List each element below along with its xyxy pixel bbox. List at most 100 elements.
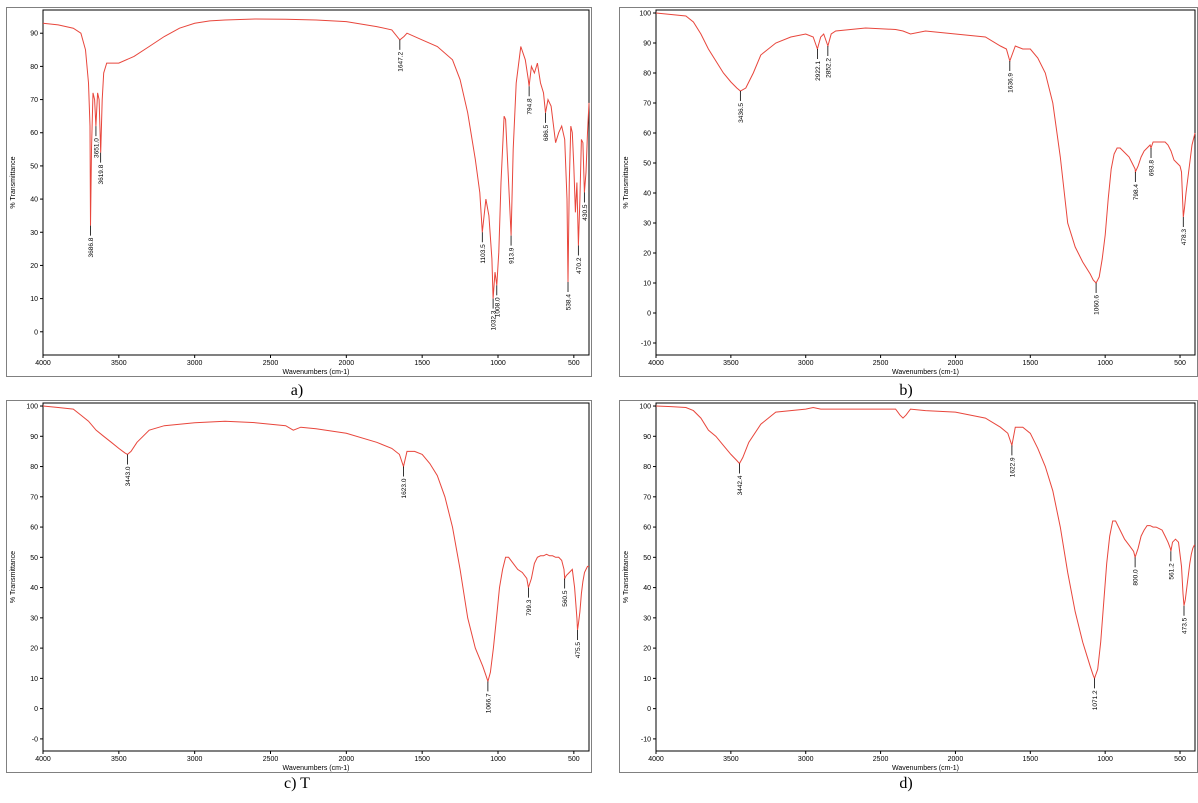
caption-b: b) <box>899 382 913 399</box>
y-tick-label: 100 <box>639 404 651 411</box>
plot-area <box>42 9 590 356</box>
x-tick-label: 2500 <box>873 360 889 367</box>
caption-a: a) <box>290 382 304 399</box>
peak-label: 2852.2 <box>825 58 832 78</box>
x-tick-label: 500 <box>568 360 580 367</box>
y-tick-label: 50 <box>30 163 38 170</box>
x-tick-label: 1000 <box>490 756 506 763</box>
peak-label: 430.5 <box>582 204 589 221</box>
y-tick-label: -10 <box>641 736 651 743</box>
y-tick-label: 20 <box>643 646 651 653</box>
x-tick-label: 1000 <box>1097 756 1113 763</box>
y-tick-label: 60 <box>643 525 651 532</box>
x-tick-label: 2500 <box>263 756 279 763</box>
peak-label: 3651.0 <box>93 138 100 158</box>
x-tick-label: 1500 <box>1023 756 1039 763</box>
y-tick-label: 40 <box>643 585 651 592</box>
peak-label: 1071.2 <box>1092 690 1099 710</box>
y-tick-label: 70 <box>643 101 651 108</box>
plot-area <box>655 402 1196 752</box>
y-tick-label: 70 <box>30 494 38 501</box>
peak-label: 561.2 <box>1168 563 1175 580</box>
x-tick-label: 1500 <box>414 360 430 367</box>
peak-label: 1636.9 <box>1007 73 1014 93</box>
panel-a: 4000 3500 3000 2500 2000 1500 1000 500 0 10 20 30 40… <box>6 7 592 377</box>
y-tick-label: 0 <box>34 329 38 336</box>
x-tick-label: 1000 <box>490 360 506 367</box>
x-tick-label: 3000 <box>187 756 203 763</box>
peak-label: 1623.0 <box>401 478 408 498</box>
x-tick-label: 4000 <box>35 756 51 763</box>
y-axis-label: % Transmittance <box>623 551 630 603</box>
y-tick-label: 10 <box>643 676 651 683</box>
peak-label: 799.3 <box>526 599 533 616</box>
y-tick-label: 0 <box>647 706 651 713</box>
y-tick-label: 60 <box>30 525 38 532</box>
plot-area <box>655 9 1196 356</box>
spectrum-line <box>655 12 1196 284</box>
y-tick-label: 40 <box>30 197 38 204</box>
peak-label: 794.8 <box>527 98 534 115</box>
y-axis-label: % Transmittance <box>10 156 17 208</box>
y-tick-label: 40 <box>643 191 651 198</box>
x-tick-label: 4000 <box>648 360 664 367</box>
peak-label: 1103.5 <box>480 244 487 264</box>
peak-label: 693.8 <box>1149 160 1156 177</box>
x-axis-label: Wavenumbers (cm-1) <box>282 369 349 376</box>
x-tick-label: 500 <box>1174 756 1186 763</box>
x-tick-label: 1000 <box>1097 360 1113 367</box>
y-tick-label: -10 <box>641 341 651 348</box>
y-tick-label: 10 <box>30 676 38 683</box>
x-tick-label: 1500 <box>414 756 430 763</box>
spectrum-line <box>42 18 590 299</box>
y-tick-label: 80 <box>643 464 651 471</box>
x-tick-label: 3500 <box>723 756 739 763</box>
peak-label: 3686.8 <box>88 237 95 257</box>
peak-label: 478.3 <box>1181 229 1188 246</box>
x-axis-label: Wavenumbers (cm-1) <box>892 369 959 376</box>
peak-label: 3436.5 <box>738 103 745 123</box>
x-tick-label: 2000 <box>948 360 964 367</box>
y-tick-label: 0 <box>34 706 38 713</box>
x-tick-label: 3500 <box>723 360 739 367</box>
y-tick-label: 60 <box>643 131 651 138</box>
x-tick-label: 2500 <box>263 360 279 367</box>
y-tick-label: 80 <box>30 464 38 471</box>
y-tick-label: 80 <box>30 64 38 71</box>
y-tick-label: 10 <box>30 296 38 303</box>
plot-area <box>42 402 590 752</box>
x-tick-label: 500 <box>568 756 580 763</box>
x-tick-label: 3500 <box>111 360 127 367</box>
y-tick-label: 20 <box>30 263 38 270</box>
peak-label: 475.5 <box>575 642 582 659</box>
y-axis-label: % Transmittance <box>10 551 17 603</box>
y-tick-label: 90 <box>643 434 651 441</box>
y-tick-label: 0 <box>647 311 651 318</box>
peak-label: 1647.2 <box>397 51 404 71</box>
peak-label: 1008.0 <box>494 297 501 317</box>
y-tick-label: 60 <box>30 130 38 137</box>
panel-c: 4000 3500 3000 2500 2000 1500 1000 500 -0 0 10 20 30… <box>6 400 592 773</box>
y-tick-label: 30 <box>30 615 38 622</box>
peak-label: 3442.4 <box>737 475 744 495</box>
peak-label: 560.5 <box>562 590 569 607</box>
chart-c: 4000 3500 3000 2500 2000 1500 1000 500 -0 0 10 20 30… <box>6 400 592 773</box>
y-tick-label: 70 <box>30 97 38 104</box>
peak-label: 538.4 <box>566 294 573 311</box>
y-tick-label: 50 <box>643 555 651 562</box>
peak-label: 473.5 <box>1181 617 1188 634</box>
peak-label: 1066.7 <box>485 693 492 713</box>
peak-label: 3619.8 <box>98 164 105 184</box>
y-tick-label: 100 <box>26 404 38 411</box>
x-tick-label: 4000 <box>648 756 664 763</box>
peak-label: 1032.3 <box>491 310 498 330</box>
y-tick-label: 70 <box>643 494 651 501</box>
y-tick-label: 50 <box>30 555 38 562</box>
panel-b: 4000 3500 3000 2500 2000 1500 1000 500 -10 0 10 20 3… <box>619 7 1198 377</box>
peak-label: 800.0 <box>1133 569 1140 586</box>
x-tick-label: 500 <box>1174 360 1186 367</box>
peak-label: 798.4 <box>1133 184 1140 201</box>
caption-d: d) <box>899 775 913 792</box>
y-tick-label: 100 <box>639 11 651 18</box>
x-tick-label: 2500 <box>873 756 889 763</box>
